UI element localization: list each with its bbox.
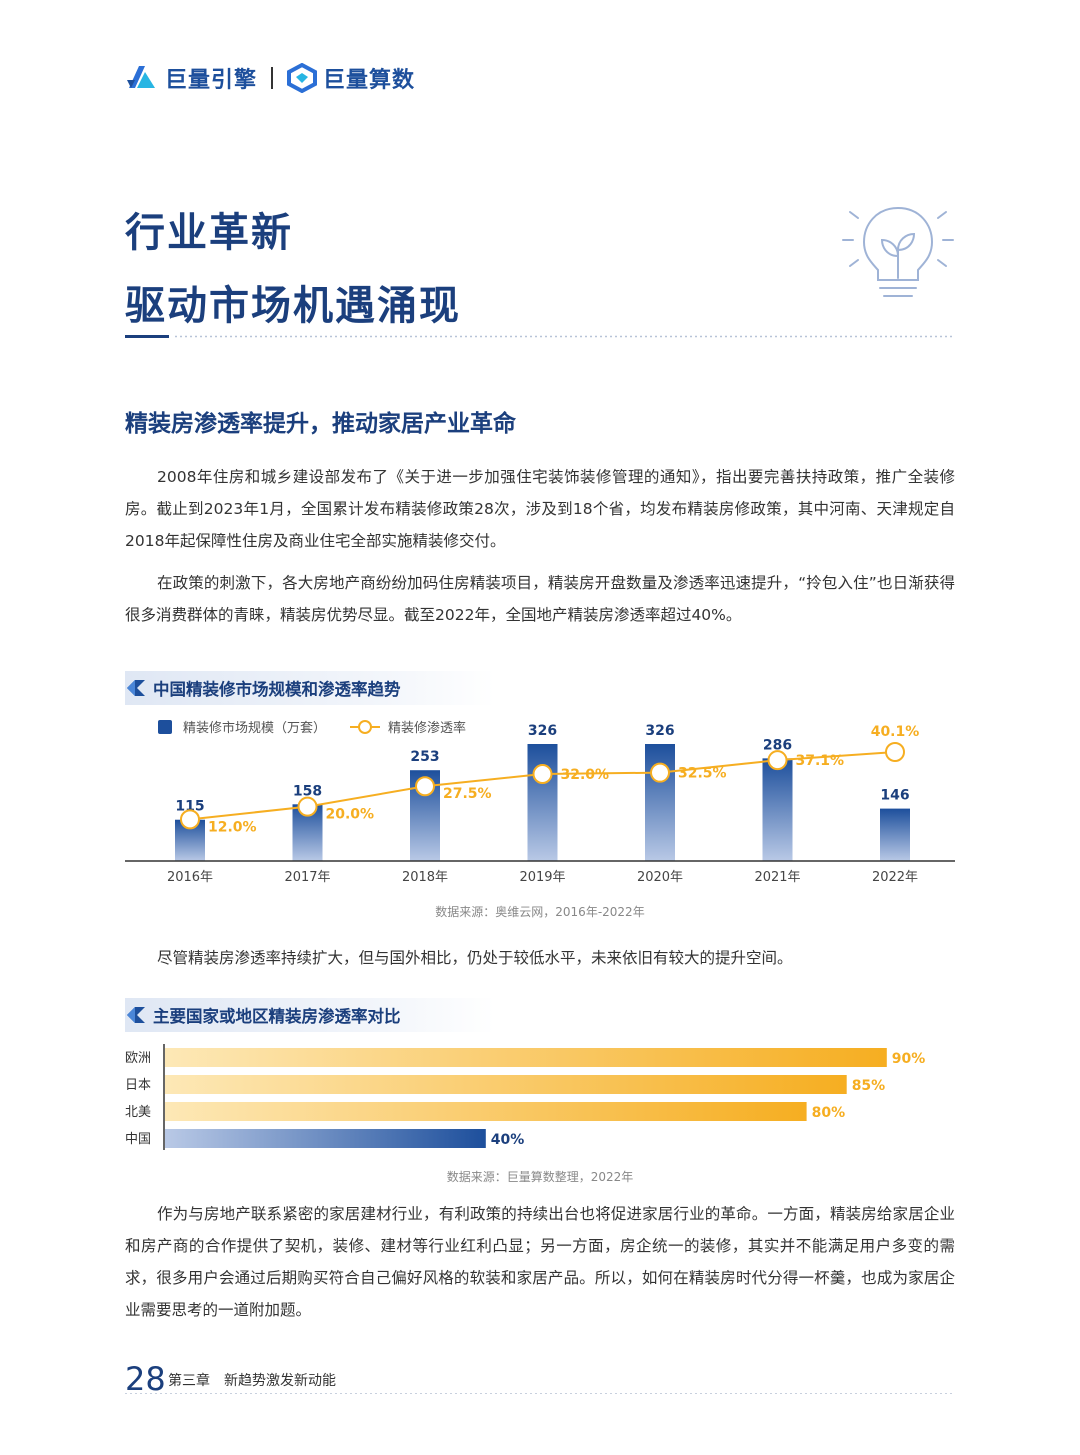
brand-left: 巨量引擎 bbox=[165, 68, 258, 93]
page-title: 行业革新 驱动市场机遇涌现 bbox=[125, 205, 461, 334]
legend-line-marker bbox=[358, 720, 372, 734]
legend-bar-swatch bbox=[158, 720, 172, 734]
line-point-2018年 bbox=[415, 776, 435, 797]
line-value-label: 27.5% bbox=[443, 786, 492, 802]
legend-line-label: 精装修渗透率 bbox=[388, 720, 466, 736]
chart1-title-bar: 中国精装修市场规模和渗透率趋势 bbox=[125, 671, 495, 705]
x-tick-label: 2016年 bbox=[167, 870, 213, 885]
section-heading: 精装房渗透率提升，推动家居产业革命 bbox=[125, 411, 516, 437]
paragraph-3: 尽管精装房渗透率持续扩大，但与国外相比，仍处于较低水平，未来依旧有较大的提升空间… bbox=[157, 949, 793, 967]
bar-value-label: 326 bbox=[645, 723, 674, 739]
chart1-title: 中国精装修市场规模和渗透率趋势 bbox=[153, 680, 401, 699]
line-point-2021年 bbox=[767, 750, 788, 771]
chart2-title-bar: 主要国家或地区精装房渗透率对比 bbox=[125, 998, 495, 1032]
line-value-label: 37.1% bbox=[796, 753, 845, 769]
line-value-label: 40.1% bbox=[871, 724, 920, 740]
hbar-中国 bbox=[165, 1129, 486, 1148]
x-tick-label: 2018年 bbox=[402, 870, 448, 885]
bar-value-label: 286 bbox=[763, 737, 792, 753]
footer-divider bbox=[125, 1393, 955, 1394]
bar-value-label: 158 bbox=[293, 783, 322, 799]
line-point-2019年 bbox=[532, 764, 553, 785]
bar-2022年 bbox=[880, 808, 910, 861]
engine-logo-icon bbox=[127, 66, 155, 88]
bar-2019年 bbox=[527, 744, 558, 861]
hbar-value-label: 90% bbox=[892, 1051, 926, 1067]
paragraph-1: 2008年住房和城乡建设部发布了《关于进一步加强住宅装饰装修管理的通知》，指出要… bbox=[125, 468, 955, 550]
hbar-欧洲 bbox=[165, 1048, 887, 1067]
paragraph-4: 作为与房地产联系紧密的家居建材行业，有利政策的持续出台也将促进家居行业的革命。一… bbox=[125, 1205, 955, 1319]
x-tick-label: 2022年 bbox=[872, 870, 918, 885]
header-separator bbox=[271, 67, 274, 89]
category-label-北美: 北美 bbox=[125, 1105, 151, 1120]
line-value-label: 32.5% bbox=[678, 766, 727, 782]
chart2-title: 主要国家或地区精装房渗透率对比 bbox=[153, 1007, 401, 1026]
category-label-日本: 日本 bbox=[125, 1078, 151, 1093]
hbar-日本 bbox=[165, 1075, 847, 1094]
chart-title-icon bbox=[127, 1007, 145, 1023]
category-label-中国: 中国 bbox=[125, 1132, 151, 1147]
bar-value-label: 146 bbox=[880, 788, 909, 804]
hbar-value-label: 80% bbox=[812, 1105, 846, 1121]
chapter-label: 第三章 新趋势激发新动能 bbox=[168, 1373, 336, 1389]
suanshu-logo-icon bbox=[287, 63, 318, 93]
line-value-label: 12.0% bbox=[208, 819, 257, 835]
page-number: 28 bbox=[125, 1360, 166, 1398]
hbar-北美 bbox=[165, 1102, 807, 1121]
line-point-2017年 bbox=[297, 796, 318, 817]
line-point-2020年 bbox=[650, 762, 670, 783]
market-size-chart: 精装修市场规模（万套） 精装修渗透率 115 158 253 326 326 286 146… bbox=[125, 720, 955, 885]
chart1-source: 数据来源：奥维云网，2016年-2022年 bbox=[435, 905, 645, 919]
title-divider bbox=[125, 335, 955, 338]
header-logos: 巨量引擎 巨量算数 bbox=[125, 60, 415, 96]
legend-bar-label: 精装修市场规模（万套） bbox=[183, 720, 326, 736]
x-tick-label: 2021年 bbox=[754, 870, 800, 885]
title-line-2: 驱动市场机遇涌现 bbox=[125, 283, 461, 329]
x-tick-label: 2019年 bbox=[519, 870, 565, 885]
brand-right: 巨量算数 bbox=[323, 68, 416, 93]
bar-value-label: 326 bbox=[528, 723, 557, 739]
category-label-欧洲: 欧洲 bbox=[125, 1051, 151, 1066]
line-point-2022年 bbox=[885, 742, 905, 762]
line-value-label: 32.0% bbox=[561, 767, 610, 783]
hbar-value-label: 85% bbox=[852, 1078, 886, 1094]
chart-title-icon bbox=[127, 680, 145, 696]
bar-value-label: 115 bbox=[175, 799, 204, 815]
chart1-legend: 精装修市场规模（万套） 精装修渗透率 bbox=[158, 720, 466, 736]
lightbulb-icon bbox=[842, 206, 954, 297]
title-line-1: 行业革新 bbox=[125, 210, 293, 256]
bar-value-label: 253 bbox=[410, 749, 439, 765]
x-tick-label: 2020年 bbox=[637, 870, 683, 885]
hbar-value-label: 40% bbox=[491, 1132, 525, 1148]
line-value-label: 20.0% bbox=[326, 807, 375, 823]
paragraph-2: 在政策的刺激下，各大房地产商纷纷加码住房精装项目，精装房开盘数量及渗透率迅速提升… bbox=[125, 574, 955, 624]
penetration-compare-chart: 欧洲 90% 日本 85% 北美 80% 中国 40% bbox=[125, 1044, 926, 1150]
bar-2021年 bbox=[762, 758, 793, 861]
x-tick-label: 2017年 bbox=[284, 870, 330, 885]
line-point-2016年 bbox=[180, 809, 200, 830]
chart2-source: 数据来源：巨量算数整理，2022年 bbox=[446, 1170, 634, 1184]
bar-2020年 bbox=[645, 744, 675, 861]
